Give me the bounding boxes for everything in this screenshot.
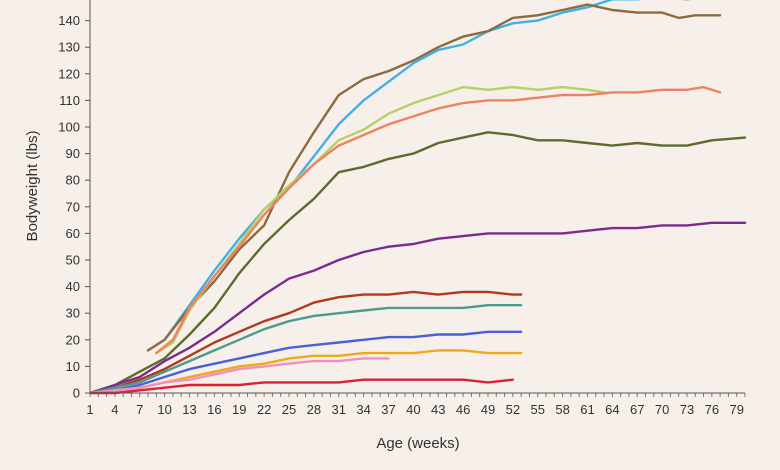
x-tick-label: 1 (86, 402, 93, 417)
x-axis-title: Age (weeks) (376, 435, 459, 452)
series-line-2 (146, 3, 722, 352)
x-tick-label: 40 (406, 402, 420, 417)
y-tick-label: 150 (58, 0, 80, 2)
y-tick-label: 20 (66, 332, 80, 347)
x-tick-label: 10 (157, 402, 171, 417)
series-line-8 (90, 304, 523, 395)
x-tick-label: 46 (456, 402, 470, 417)
x-axis-ticks: 1 4 7 10 13 16 19 22 25 28 31 34 37 40 43 46 49 52 55 58 61 6… (86, 393, 746, 417)
y-tick-label: 60 (66, 226, 80, 241)
x-tick-label: 55 (530, 402, 544, 417)
x-tick-label: 19 (232, 402, 246, 417)
series-line-12 (90, 378, 514, 395)
series-layer (90, 0, 747, 395)
x-tick-label: 52 (506, 402, 520, 417)
y-tick-label: 120 (58, 66, 80, 81)
x-tick-label: 76 (705, 402, 719, 417)
x-tick-label: 67 (630, 402, 644, 417)
x-tick-label: 22 (257, 402, 271, 417)
x-tick-label: 31 (331, 402, 345, 417)
x-tick-label: 34 (356, 402, 370, 417)
y-tick-label: 140 (58, 13, 80, 28)
series-line-4 (155, 85, 722, 355)
x-tick-label: 28 (307, 402, 321, 417)
y-tick-label: 0 (73, 386, 80, 401)
x-tick-label: 61 (580, 402, 594, 417)
y-axis-title: Bodyweight (lbs) (24, 131, 41, 242)
y-tick-label: 40 (66, 279, 80, 294)
series-line-6 (90, 221, 747, 395)
x-tick-label: 37 (381, 402, 395, 417)
y-tick-label: 50 (66, 253, 80, 268)
x-tick-label: 79 (729, 402, 743, 417)
y-tick-label: 90 (66, 146, 80, 161)
x-tick-label: 49 (481, 402, 495, 417)
x-tick-label: 4 (111, 402, 118, 417)
y-axis-ticks: 0 10 20 30 40 50 60 70 80 90 100 110 120 130 140 150 (58, 0, 90, 401)
x-tick-label: 43 (431, 402, 445, 417)
y-tick-label: 80 (66, 173, 80, 188)
x-tick-label: 16 (207, 402, 221, 417)
x-tick-label: 13 (182, 402, 196, 417)
y-tick-label: 10 (66, 359, 80, 374)
x-tick-label: 25 (282, 402, 296, 417)
series-line-11 (90, 357, 390, 395)
x-tick-label: 73 (680, 402, 694, 417)
y-tick-label: 70 (66, 199, 80, 214)
series-line-5 (90, 131, 747, 395)
x-tick-label: 58 (555, 402, 569, 417)
y-tick-label: 30 (66, 306, 80, 321)
series-line-1 (146, 0, 692, 352)
y-tick-label: 130 (58, 40, 80, 55)
series-line-7 (90, 290, 523, 395)
x-tick-label: 64 (605, 402, 619, 417)
y-tick-label: 100 (58, 120, 80, 135)
series-line-9 (90, 330, 523, 395)
x-tick-label: 70 (655, 402, 669, 417)
x-tick-label: 7 (136, 402, 143, 417)
y-tick-label: 110 (59, 93, 80, 108)
